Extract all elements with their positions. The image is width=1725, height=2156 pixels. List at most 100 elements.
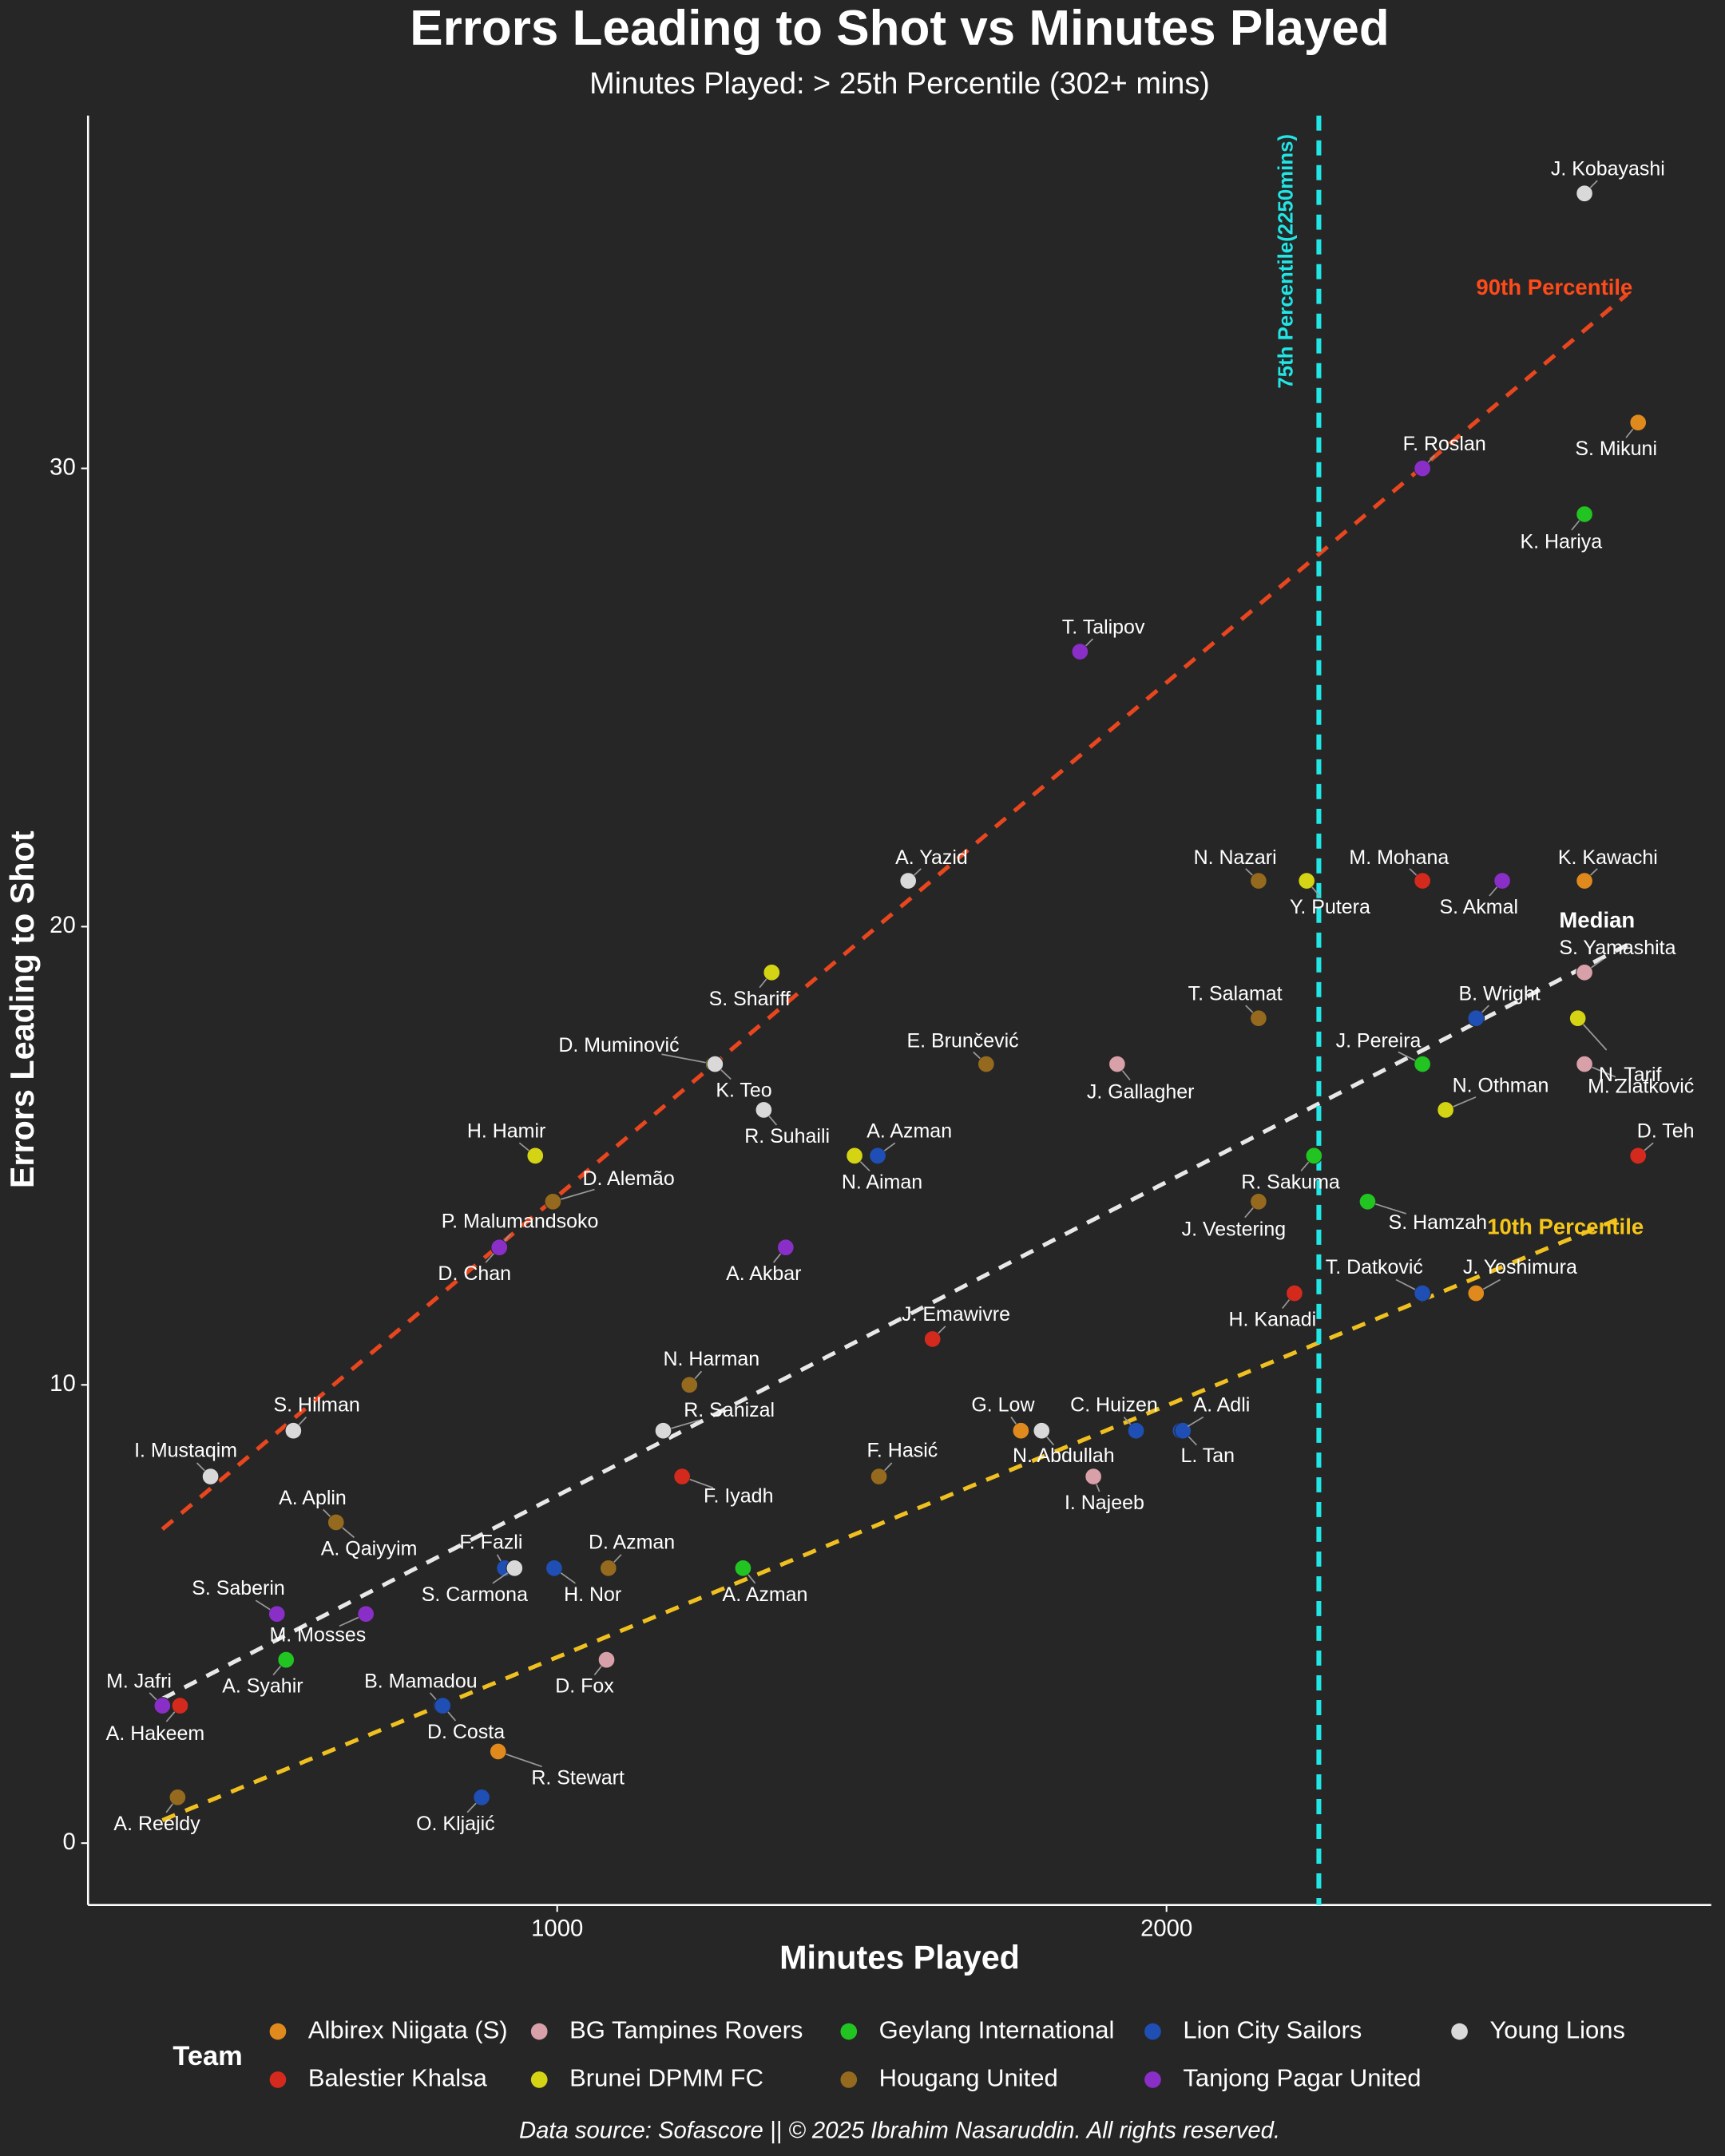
point-label: A. Azman — [866, 1120, 952, 1143]
point-label: R. Sakuma — [1241, 1171, 1340, 1193]
y-tick-label: 0 — [62, 1829, 75, 1855]
caption: Data source: Sofascore || © 2025 Ibrahim… — [519, 2118, 1280, 2144]
point-label: J. Kobayashi — [1551, 158, 1665, 180]
label-connector — [342, 1527, 355, 1539]
legend-label: Hougang United — [879, 2064, 1058, 2092]
data-point — [1467, 1284, 1485, 1302]
data-point — [506, 1560, 524, 1577]
point-label: M. Zlatković — [1588, 1075, 1694, 1097]
point-label: Y. Putera — [1290, 896, 1370, 918]
y-axis-title: Errors Leading to Shot — [4, 830, 41, 1188]
label-connector — [1187, 1416, 1204, 1428]
point-label: J. Emawivre — [902, 1303, 1010, 1326]
label-connector — [255, 1599, 271, 1611]
data-point — [1358, 1192, 1377, 1211]
percentile-line-label: Median — [1559, 907, 1635, 932]
data-point — [1576, 1055, 1593, 1073]
label-connector — [1644, 1142, 1654, 1151]
legend-label: BG Tampines Rovers — [569, 2015, 803, 2043]
label-connector — [694, 1370, 703, 1380]
data-point — [473, 1788, 490, 1806]
point-label: C. Huizen — [1070, 1393, 1158, 1416]
point-label: J. Gallagher — [1087, 1080, 1195, 1103]
data-point — [1629, 1147, 1648, 1165]
label-connector — [768, 1116, 778, 1126]
point-label: S. Akmal — [1440, 896, 1519, 918]
data-point — [1286, 1284, 1303, 1302]
point-label: A. Hakeem — [106, 1722, 205, 1745]
point-label: N. Othman — [1453, 1074, 1549, 1096]
legend-marker — [1144, 2023, 1161, 2040]
data-point — [169, 1788, 187, 1806]
label-connector — [689, 1478, 714, 1489]
legend-label: Brunei DPMM FC — [569, 2064, 763, 2092]
percentile-line — [161, 292, 1629, 1532]
point-label: K. Kawachi — [1558, 846, 1658, 869]
legend-marker — [1451, 2023, 1468, 2040]
label-connector — [1123, 1417, 1132, 1425]
data-point — [654, 1421, 672, 1440]
point-label: M. Mohana — [1349, 846, 1449, 869]
label-connector — [298, 1417, 307, 1425]
point-label: S. Saberin — [192, 1577, 285, 1599]
x-tick-label: 2000 — [1140, 1915, 1192, 1941]
data-point — [1467, 1009, 1485, 1028]
data-point — [1174, 1421, 1192, 1440]
point-label: S. Hilman — [274, 1393, 360, 1416]
point-label: A. Reeldy — [113, 1813, 200, 1835]
label-connector — [1592, 1066, 1616, 1078]
data-point — [284, 1421, 303, 1440]
data-point — [327, 1513, 345, 1532]
data-point — [1414, 1055, 1431, 1073]
data-point — [1576, 184, 1593, 203]
data-point — [673, 1468, 691, 1485]
label-connector — [1311, 886, 1320, 897]
point-label: L. Tan — [1181, 1445, 1235, 1467]
label-connector — [1582, 1024, 1608, 1051]
point-label: R. Stewart — [531, 1766, 625, 1789]
data-point — [1576, 505, 1593, 523]
label-connector — [1010, 1417, 1017, 1425]
point-label: R. Sanizal — [684, 1399, 775, 1421]
label-connector — [1589, 180, 1598, 188]
label-connector — [1482, 1278, 1501, 1290]
label-connector — [518, 1142, 529, 1151]
data-point — [1437, 1101, 1454, 1119]
point-label: J. Pereira — [1336, 1030, 1422, 1052]
label-connector — [1409, 868, 1418, 876]
y-tick-label: 20 — [50, 912, 76, 938]
label-connector — [613, 1554, 622, 1563]
point-label: A. Yazid — [895, 846, 968, 869]
label-connector — [272, 1665, 282, 1676]
point-label: P. Malumandsoko — [442, 1211, 599, 1233]
label-connector — [1245, 868, 1253, 876]
data-point — [1576, 963, 1593, 981]
y-tick-label: 10 — [50, 1370, 76, 1397]
point-label: N. Abdullah — [1013, 1445, 1115, 1467]
data-point — [763, 963, 781, 981]
label-connector — [859, 1161, 870, 1171]
point-label: H. Kanadi — [1229, 1309, 1317, 1331]
label-connector — [773, 1253, 782, 1263]
label-connector — [1590, 868, 1598, 876]
label-connector — [1398, 1051, 1416, 1061]
label-connector — [748, 1574, 756, 1584]
point-label: T. Datković — [1326, 1256, 1423, 1278]
label-connector — [1085, 638, 1094, 647]
label-connector — [485, 1253, 494, 1263]
point-label: T. Talipov — [1062, 616, 1145, 638]
data-point — [846, 1147, 863, 1165]
point-label: N. Nazari — [1194, 846, 1277, 869]
data-point — [277, 1651, 295, 1669]
point-label: S. Hamzah — [1389, 1211, 1488, 1234]
label-connector — [1245, 1005, 1254, 1013]
point-label: K. Teo — [716, 1080, 771, 1102]
data-point — [201, 1468, 220, 1485]
label-connector — [561, 1188, 595, 1200]
label-connector — [196, 1462, 205, 1472]
legend-marker — [840, 2071, 858, 2088]
legend-marker — [1144, 2071, 1161, 2088]
legend-marker — [530, 2023, 548, 2040]
label-connector — [492, 1572, 509, 1584]
point-label: B. Mamadou — [364, 1670, 478, 1692]
